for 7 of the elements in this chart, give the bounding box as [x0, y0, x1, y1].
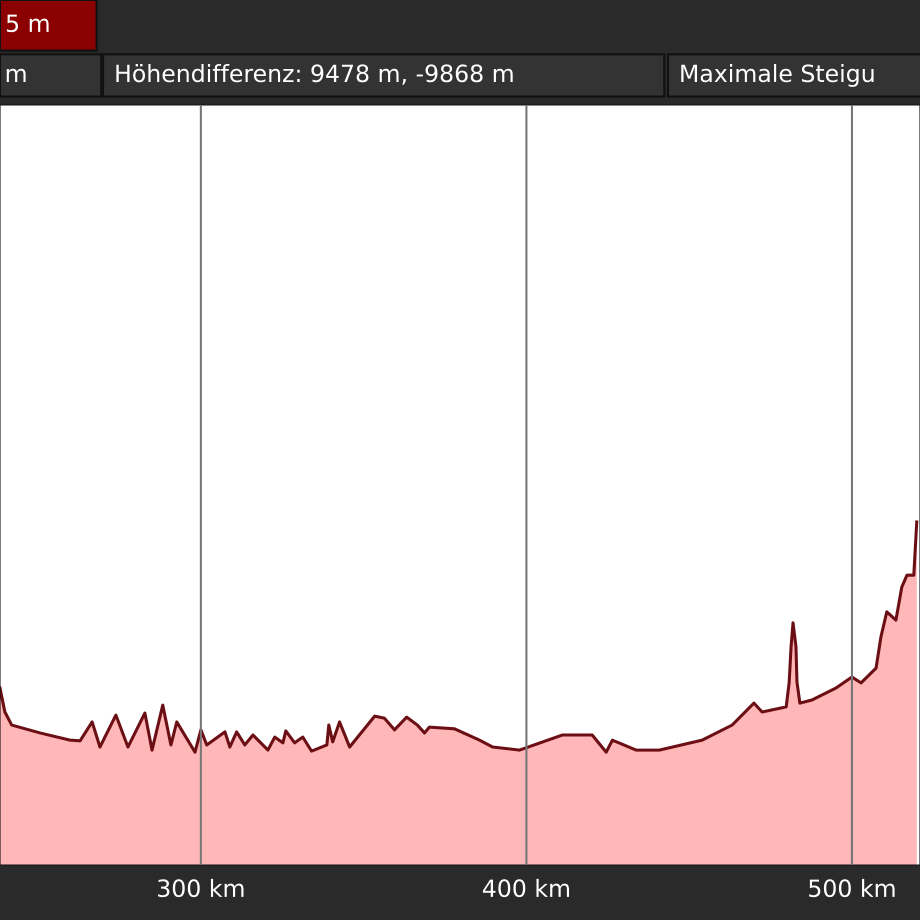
text: Höhendifferenz: 9478 m, -9868 m: [116, 64, 513, 85]
text: Maximale Steigu: [681, 64, 874, 87]
text: m: [6, 68, 26, 82]
x-tick-label: 400 km: [482, 878, 570, 898]
x-tick-label: 500 km: [809, 878, 895, 898]
text: 5 m: [6, 14, 49, 32]
x-tick-label: 300 km: [158, 878, 244, 898]
